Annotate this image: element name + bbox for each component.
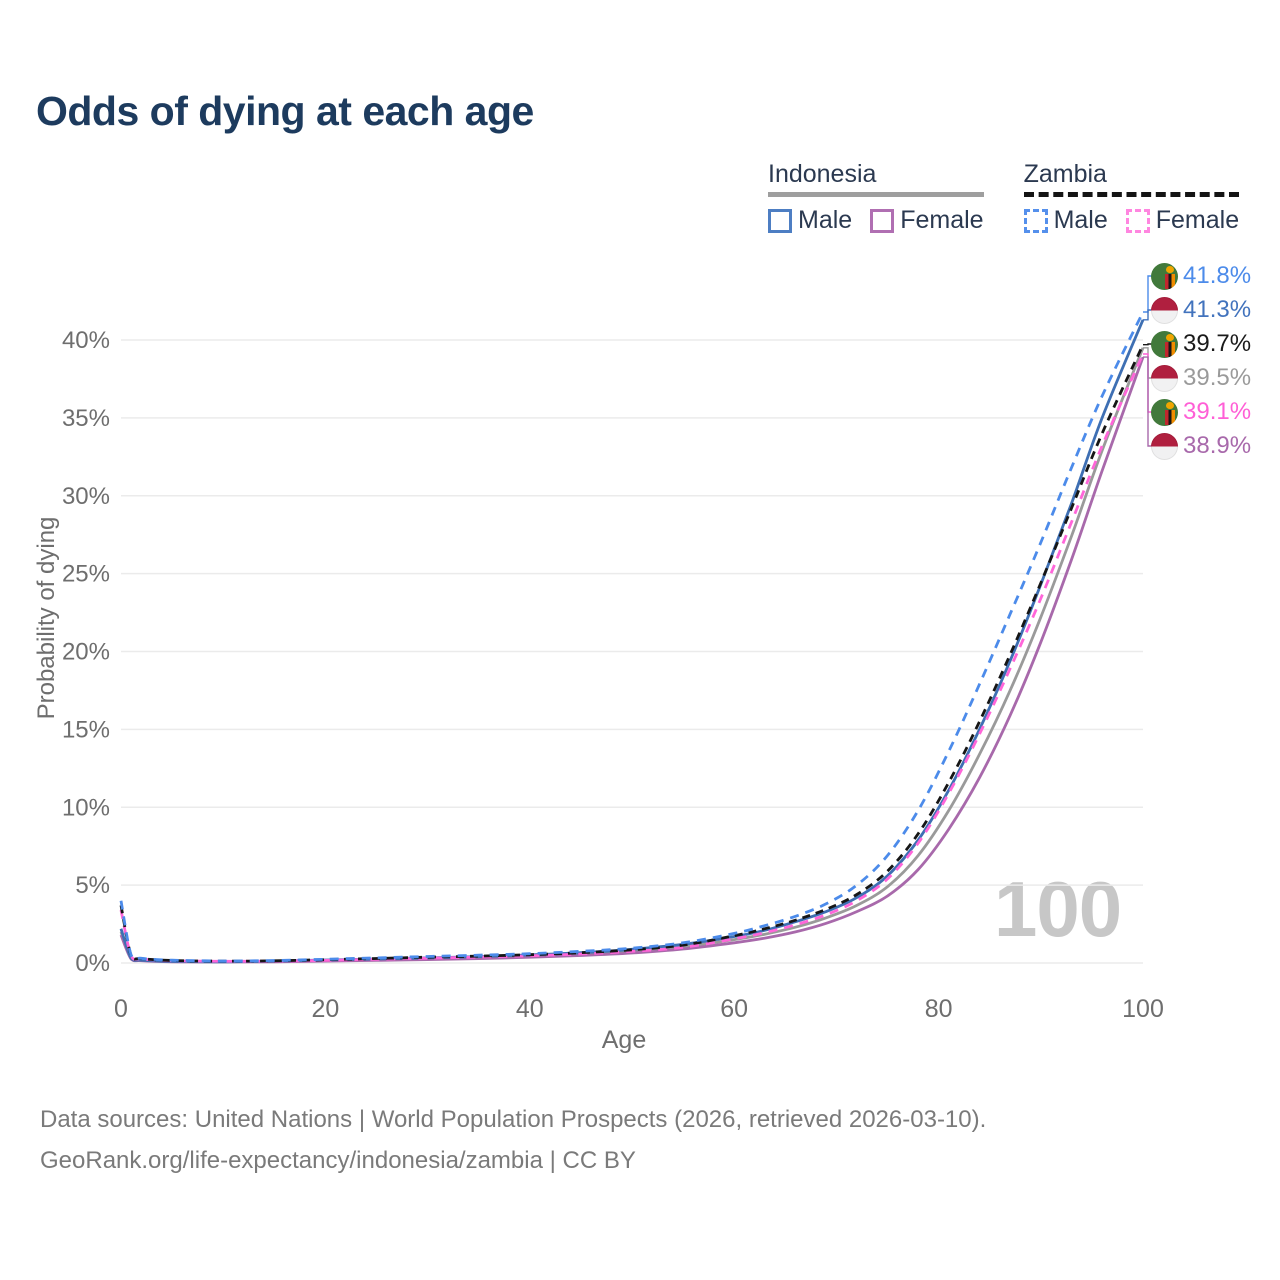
- legend-item-indonesia-female[interactable]: Female: [870, 206, 984, 235]
- line-style-swatch-zambia-male: [1023, 208, 1048, 233]
- legend-item-label: Male: [1053, 206, 1108, 234]
- legend-country-label: Indonesia: [768, 160, 877, 188]
- y-tick-label: 15%: [62, 716, 110, 743]
- y-tick-label: 20%: [62, 639, 110, 666]
- y-tick-label: 35%: [62, 405, 110, 432]
- legend-underline-indonesia: [768, 192, 984, 197]
- legend-country-zambia[interactable]: Zambia: [1023, 160, 1240, 197]
- x-tick-label: 100: [1122, 995, 1164, 1023]
- legend-underline-zambia: [1023, 192, 1240, 197]
- y-tick-label: 25%: [62, 561, 110, 588]
- x-tick-label: 0: [114, 995, 128, 1023]
- line-style-swatch-zambia-female: [1125, 208, 1150, 233]
- x-axis-title: Age: [601, 1026, 647, 1054]
- legend-item-zambia-female[interactable]: Female: [1125, 206, 1240, 235]
- legend-group-indonesia: Indonesia Male Female: [768, 160, 984, 235]
- legend-group-zambia: Zambia Male Female: [1023, 160, 1240, 235]
- line-style-swatch-indonesia-female: [870, 208, 895, 233]
- end-label-connector: [1143, 343, 1152, 346]
- end-label-connector: [1143, 275, 1152, 313]
- y-tick-label: 40%: [62, 327, 110, 354]
- legend-item-label: Female: [900, 206, 984, 234]
- legend: Indonesia Male Female Zambia: [768, 160, 1240, 235]
- series-line-zambia_male[interactable]: [119, 311, 1145, 963]
- end-label-connector: [1143, 356, 1152, 447]
- x-tick-label: 20: [311, 995, 339, 1023]
- attribution-line: GeoRank.org/life-expectancy/indonesia/za…: [40, 1147, 636, 1174]
- age-counter-watermark: 100: [994, 865, 1122, 953]
- end-label-connector: [1143, 309, 1152, 321]
- y-tick-label: 30%: [62, 483, 110, 510]
- legend-items-indonesia: Male Female: [768, 206, 984, 235]
- series-line-indonesia_both[interactable]: [119, 347, 1145, 964]
- legend-items-zambia: Male Female: [1023, 206, 1240, 235]
- y-tick-label: 10%: [62, 794, 110, 821]
- series-line-zambia_female[interactable]: [119, 353, 1145, 963]
- series-line-indonesia_male[interactable]: [119, 319, 1145, 964]
- y-axis-title: Probability of dying: [33, 516, 60, 720]
- legend-country-indonesia[interactable]: Indonesia: [768, 160, 984, 197]
- data-source-line: Data sources: United Nations | World Pop…: [40, 1106, 987, 1133]
- page-title: Odds of dying at each age: [36, 88, 534, 134]
- legend-item-zambia-male[interactable]: Male: [1023, 206, 1108, 235]
- legend-item-label: Female: [1155, 206, 1240, 234]
- y-tick-label: 0%: [75, 950, 110, 977]
- x-tick-label: 40: [516, 995, 544, 1023]
- x-tick-label: 60: [720, 995, 748, 1023]
- y-tick-label: 5%: [75, 872, 110, 899]
- legend-country-label: Zambia: [1023, 160, 1107, 188]
- legend-item-label: Male: [798, 206, 853, 234]
- line-style-swatch-indonesia-male: [768, 208, 792, 233]
- x-tick-label: 80: [925, 995, 953, 1023]
- legend-item-indonesia-male[interactable]: Male: [768, 206, 852, 235]
- series-line-zambia_both[interactable]: [119, 344, 1145, 963]
